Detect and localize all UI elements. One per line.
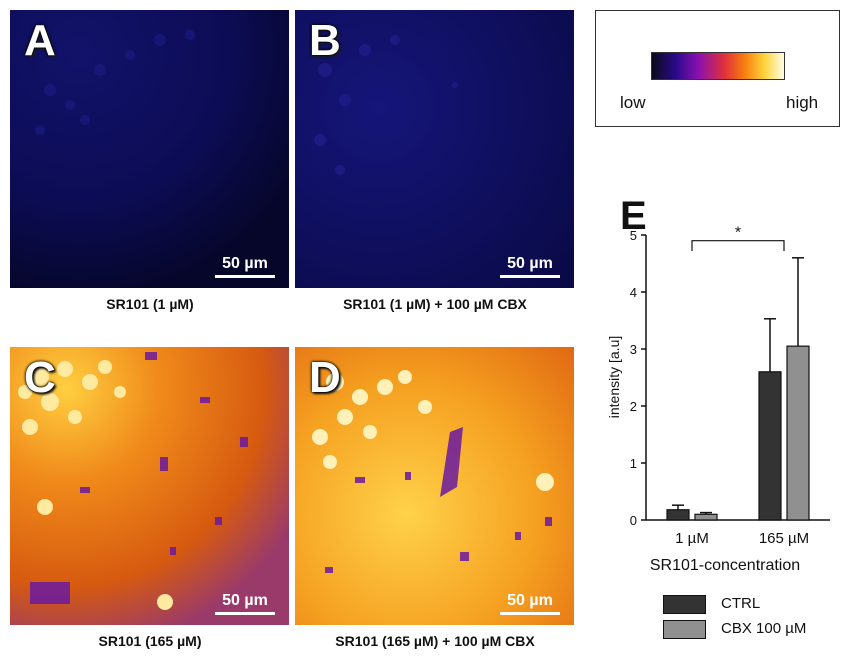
scale-bar-label: 50 µm (222, 592, 268, 609)
scale-bar-label: 50 µm (507, 255, 553, 272)
panel-letter-e: E (620, 194, 647, 238)
bar-chart: E intensity [a.u] SR101-concentration 0 1… (606, 194, 830, 574)
lut-low-label: low (620, 93, 646, 112)
scale-bar-label: 50 µm (222, 255, 268, 272)
y-tick-label: 5 (630, 228, 637, 243)
lut-gradient-bar (651, 52, 785, 80)
scale-bar-b: 50 µm (500, 255, 560, 278)
legend-swatch-ctrl (663, 595, 706, 614)
scale-bar-label: 50 µm (507, 592, 553, 609)
bar (666, 509, 690, 521)
x-axis-label: SR101-concentration (650, 557, 800, 574)
micrograph-image-c (10, 347, 289, 625)
legend-label-cbx: CBX 100 µM (721, 620, 807, 637)
scale-bar-line (500, 612, 560, 615)
significance-star: * (735, 225, 741, 242)
y-tick-label: 1 (630, 456, 637, 471)
y-tick-label: 2 (630, 399, 637, 414)
panel-letter-a: A (24, 16, 56, 65)
scale-bar-line (215, 275, 275, 278)
scale-bar-c: 50 µm (215, 592, 275, 615)
x-tick-label: 1 µM (675, 530, 709, 547)
y-tick-label: 0 (630, 513, 637, 528)
legend-swatch-cbx (663, 620, 706, 639)
scale-bar-d: 50 µm (500, 592, 560, 615)
scale-bar-line (500, 275, 560, 278)
micrograph-panel-d: D 50 µm (295, 347, 574, 625)
scale-bar-line (215, 612, 275, 615)
bar (786, 345, 810, 521)
caption-a: SR101 (1 µM) (106, 296, 194, 312)
significance-bracket (691, 240, 785, 251)
micrograph-panel-a: A 50 µm (10, 10, 289, 288)
legend-label-ctrl: CTRL (721, 595, 761, 612)
micrograph-image-a (10, 10, 289, 288)
micrograph-panel-b: B 50 µm (295, 10, 574, 288)
y-tick-label: 4 (630, 285, 637, 300)
panel-letter-d: D (309, 353, 341, 402)
caption-b: SR101 (1 µM) + 100 µM CBX (343, 296, 527, 312)
caption-c: SR101 (165 µM) (98, 633, 202, 649)
lut-high-label: high (786, 93, 819, 112)
bar (694, 513, 718, 521)
caption-d: SR101 (165 µM) + 100 µM CBX (335, 633, 535, 649)
y-tick-label: 3 (630, 342, 637, 357)
panel-letter-c: C (24, 353, 56, 402)
lut-legend-box: low high (595, 10, 840, 127)
bar (758, 371, 782, 521)
micrograph-image-d (295, 347, 574, 625)
y-axis-label: intensity [a.u] (606, 336, 622, 419)
scale-bar-a: 50 µm (215, 255, 275, 278)
panel-letter-b: B (309, 16, 341, 65)
x-tick-label: 165 µM (759, 530, 809, 547)
micrograph-image-b (295, 10, 574, 288)
micrograph-panel-c: C 50 µm (10, 347, 289, 625)
